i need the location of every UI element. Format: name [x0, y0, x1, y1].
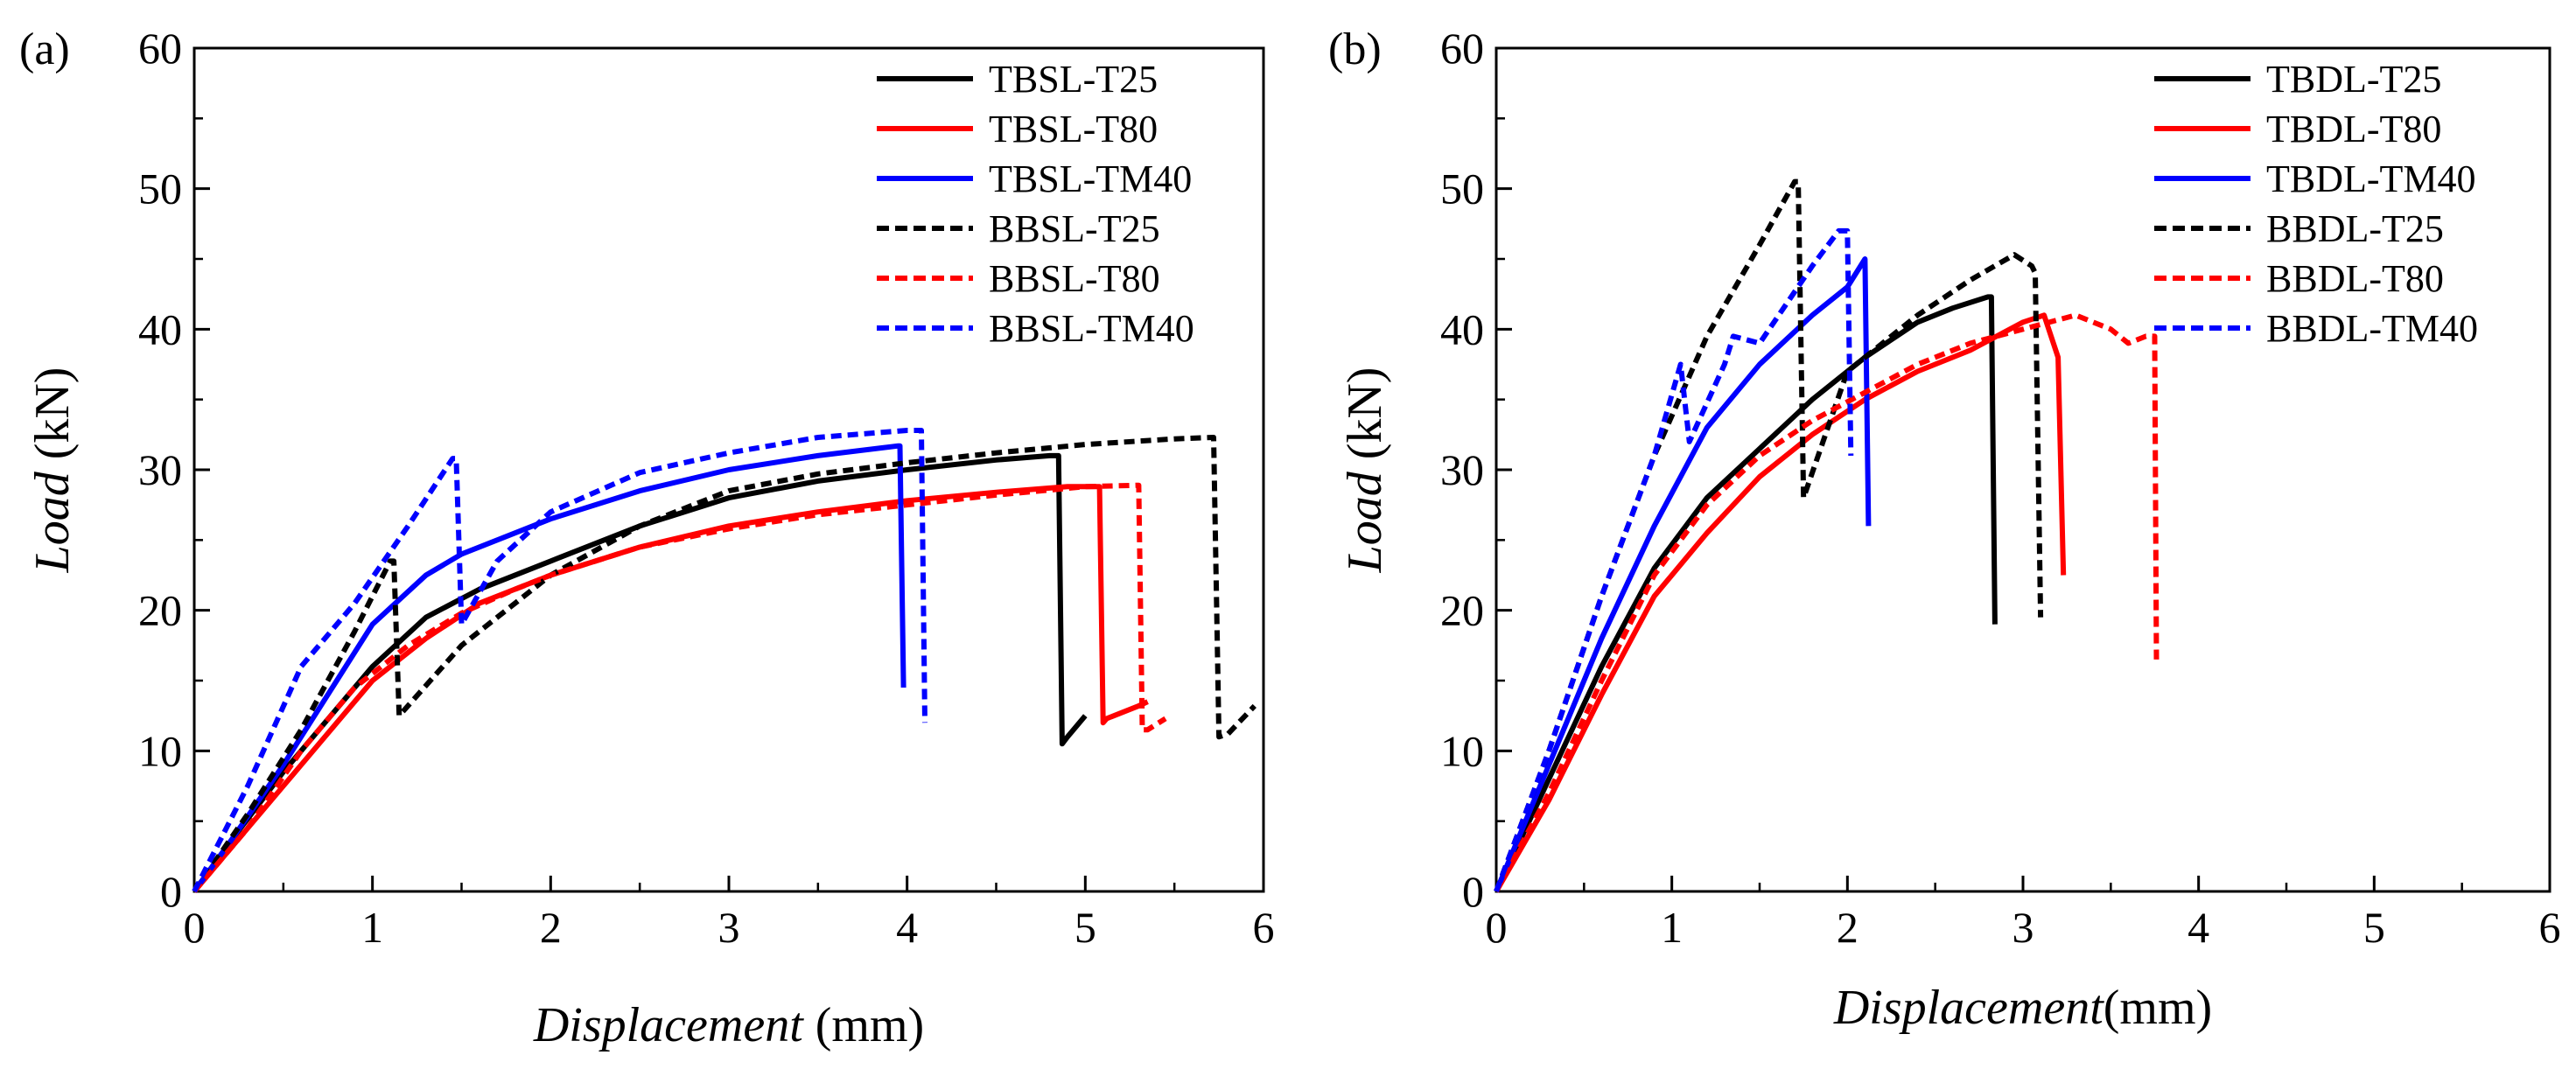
- series-line-bbdl-tm40: [1494, 227, 1854, 893]
- series-line-tbdl-t80: [1494, 312, 2067, 893]
- legend-b: TBDL-T25 TBDL-T80 TBDL-TM40 BBDL-T25 BBDL-T8…: [2154, 58, 2478, 350]
- x-tick-label: 6: [2539, 903, 2561, 952]
- legend-label-tbdl-tm40: TBDL-TM40: [2266, 157, 2476, 200]
- legend-a: TBSL-T25 TBSL-T80 TBSL-TM40 BBSL-T25 BBSL-T8…: [877, 58, 1194, 350]
- y-tick-label: 0: [1462, 867, 1484, 916]
- legend-label-tbsl-t25: TBSL-T25: [989, 58, 1158, 101]
- y-tick-label: 50: [138, 164, 182, 213]
- panel-label-b: (b): [1328, 24, 1382, 74]
- series-line-tbdl-tm40: [1494, 256, 1872, 893]
- y-axis-title-b: Load (kN): [1338, 367, 1392, 574]
- x-tick-label: 0: [184, 903, 206, 952]
- series-line-bbsl-tm40: [192, 428, 928, 893]
- series-line-bbsl-t25: [192, 435, 1256, 893]
- x-tick-label: 2: [540, 903, 562, 952]
- x-axis-title-b: Displacement(mm): [1833, 981, 2212, 1035]
- x-tick-label: 5: [1074, 903, 1096, 952]
- series-line-tbsl-t25: [192, 452, 1088, 893]
- y-axis-title-a: Load (kN): [25, 367, 80, 574]
- x-tick-label: 2: [1837, 903, 1858, 952]
- legend-label-bbsl-tm40: BBSL-TM40: [989, 307, 1194, 350]
- x-tick-label: 4: [2188, 903, 2209, 952]
- y-tick-label: 20: [1440, 586, 1484, 635]
- y-tick-label: 50: [1440, 164, 1484, 213]
- y-tick-label: 60: [138, 24, 182, 73]
- legend-label-tbsl-tm40: TBSL-TM40: [989, 157, 1192, 200]
- series-line-bbdl-t25: [1494, 178, 2044, 893]
- x-tick-label: 6: [1253, 903, 1275, 952]
- y-tick-label: 60: [1440, 24, 1484, 73]
- y-tick-label: 0: [160, 867, 182, 916]
- x-tick-label: 3: [2012, 903, 2034, 952]
- x-tick-label: 4: [896, 903, 918, 952]
- y-tick-label: 30: [138, 445, 182, 494]
- legend-label-bbsl-t25: BBSL-T25: [989, 207, 1160, 250]
- x-tick-label: 3: [718, 903, 740, 952]
- series-line-tbsl-t80: [192, 484, 1149, 893]
- y-tick-label: 10: [138, 726, 182, 775]
- legend-label-bbdl-t25: BBDL-T25: [2266, 207, 2444, 250]
- series-b: [1494, 178, 2160, 893]
- legend-label-tbdl-t25: TBDL-T25: [2266, 58, 2441, 101]
- legend-label-tbdl-t80: TBDL-T80: [2266, 108, 2441, 150]
- legend-label-bbsl-t80: BBSL-T80: [989, 257, 1160, 300]
- x-tick-label: 0: [1486, 903, 1508, 952]
- x-axis-title-a: Displacement (mm): [533, 998, 924, 1052]
- legend-label-tbsl-t80: TBSL-T80: [989, 108, 1158, 150]
- y-tick-label: 40: [138, 304, 182, 353]
- series-line-bbsl-t80: [192, 482, 1167, 893]
- series-a: [192, 428, 1256, 893]
- series-line-tbdl-t25: [1494, 294, 1998, 893]
- y-tick-label: 10: [1440, 726, 1484, 775]
- legend-label-bbdl-tm40: BBDL-TM40: [2266, 307, 2478, 350]
- x-tick-label: 5: [2363, 903, 2385, 952]
- y-tick-label: 20: [138, 586, 182, 635]
- panel-label-a: (a): [19, 24, 70, 74]
- series-line-tbsl-tm40: [192, 443, 906, 893]
- x-tick-label: 1: [361, 903, 383, 952]
- x-tick-label: 1: [1661, 903, 1683, 952]
- legend-label-bbdl-t80: BBDL-T80: [2266, 257, 2444, 300]
- y-tick-label: 30: [1440, 445, 1484, 494]
- y-tick-label: 40: [1440, 304, 1484, 353]
